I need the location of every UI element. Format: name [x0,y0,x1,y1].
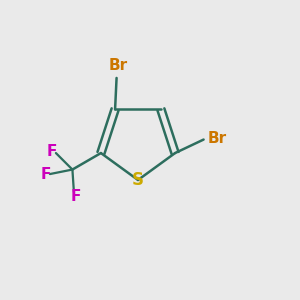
Text: Br: Br [109,58,128,74]
Text: F: F [47,144,58,159]
Text: S: S [132,171,144,189]
Text: F: F [40,167,51,182]
Text: Br: Br [208,130,227,146]
Text: F: F [70,189,81,204]
